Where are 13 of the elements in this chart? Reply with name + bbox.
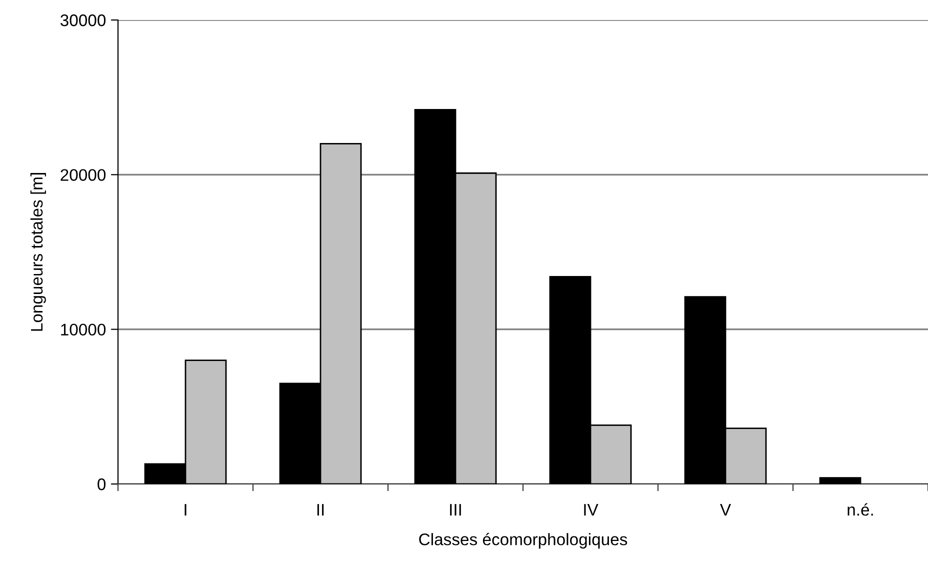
x-tick-label: V (720, 504, 731, 516)
x-tick-label: II (317, 504, 324, 516)
y-tick-label: 10000 (61, 324, 106, 336)
y-axis-title: Longueurs totales [m] (30, 173, 46, 331)
x-tick-label: I (184, 504, 186, 516)
x-tick-label: n.é. (848, 503, 873, 516)
y-tick-label: 0 (98, 478, 106, 490)
y-tick-label: 30000 (60, 14, 106, 26)
bar (819, 477, 862, 484)
x-axis-title: Classes écomorphologiques (419, 532, 628, 549)
x-tick-label: IV (584, 504, 598, 516)
y-tick-label: 20000 (60, 169, 106, 181)
x-tick-label: III (450, 504, 461, 516)
